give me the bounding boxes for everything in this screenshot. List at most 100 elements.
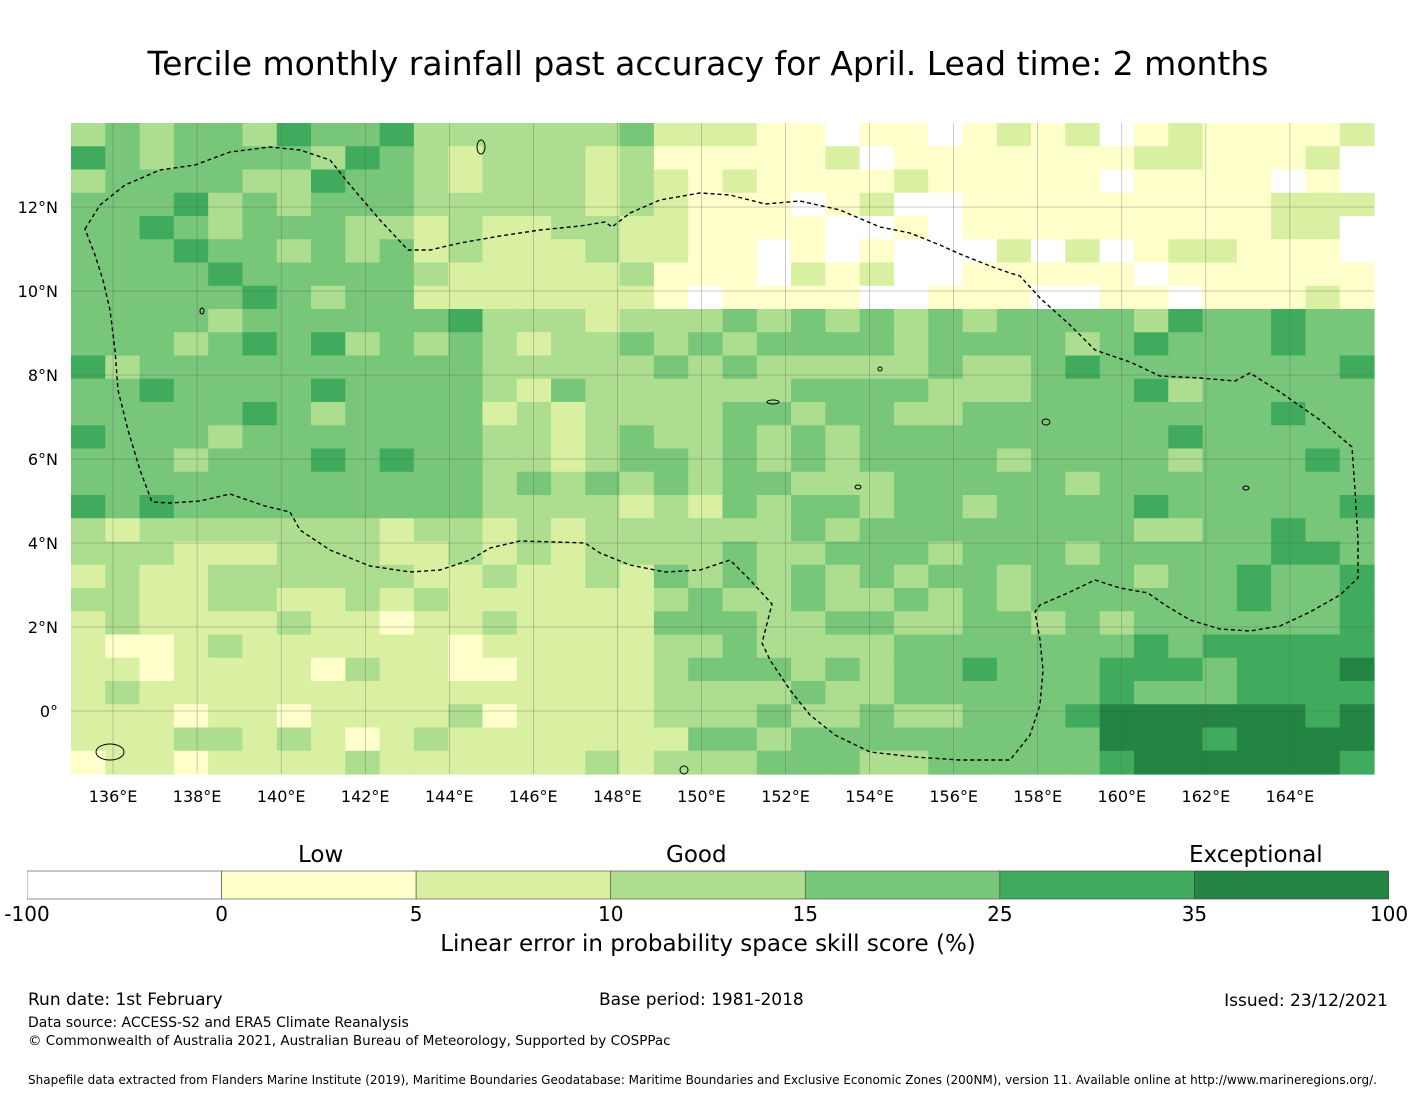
grid-cell — [242, 262, 278, 287]
grid-cell — [1339, 192, 1375, 217]
grid-cell — [1168, 309, 1204, 333]
grid-cell — [173, 471, 209, 496]
grid-cell — [1031, 518, 1066, 543]
grid-cell — [1271, 634, 1307, 659]
grid-cell — [1339, 750, 1375, 775]
grid-cell — [962, 332, 998, 357]
grid-cell — [105, 192, 141, 217]
grid-cell — [71, 704, 106, 729]
grid-cell — [1065, 262, 1101, 287]
grid-cell — [653, 657, 689, 682]
grid-cell — [311, 192, 346, 217]
grid-cell — [482, 425, 518, 450]
grid-cell — [413, 704, 449, 729]
grid-cell — [379, 239, 415, 264]
grid-cell — [413, 657, 449, 682]
grid-cell — [208, 262, 244, 287]
grid-cell — [1305, 123, 1341, 147]
grid-cell — [482, 378, 518, 403]
grid-cell — [448, 262, 484, 287]
grid-cell — [1339, 727, 1375, 752]
grid-cell — [105, 146, 141, 171]
grid-cell — [1236, 448, 1272, 473]
grid-cell — [345, 402, 381, 426]
grid-cell — [311, 495, 346, 519]
grid-cell — [585, 262, 621, 287]
grid-cell — [996, 448, 1032, 473]
grid-cell — [791, 611, 826, 636]
grid-cell — [859, 378, 895, 403]
skill-grid — [71, 123, 1375, 775]
grid-cell — [1305, 192, 1341, 217]
grid-cell — [585, 681, 621, 705]
grid-cell — [173, 611, 209, 636]
grid-cell — [1031, 448, 1066, 473]
grid-cell — [962, 611, 998, 636]
grid-cell — [756, 216, 792, 240]
grid-cell — [619, 704, 655, 729]
grid-cell — [928, 588, 964, 612]
grid-cell — [962, 378, 998, 403]
grid-cell — [139, 518, 175, 543]
data-source: Data source: ACCESS-S2 and ERA5 Climate … — [28, 1015, 409, 1031]
grid-cell — [208, 495, 244, 519]
grid-cell — [1271, 727, 1307, 752]
grid-cell — [276, 704, 312, 729]
grid-cell — [1271, 681, 1307, 705]
grid-cell — [1065, 169, 1101, 194]
grid-cell — [1065, 564, 1101, 589]
grid-cell — [1305, 448, 1341, 473]
grid-cell — [1099, 727, 1135, 752]
grid-cell — [928, 216, 964, 240]
grid-cell — [962, 425, 998, 450]
grid-cell — [516, 355, 552, 380]
grid-cell — [791, 727, 826, 752]
grid-cell — [1133, 750, 1169, 775]
grid-cell — [928, 750, 964, 775]
grid-cell — [585, 541, 621, 566]
grid-cell — [1065, 611, 1101, 636]
grid-cell — [1065, 123, 1101, 147]
grid-cell — [1339, 704, 1375, 729]
grid-cell — [413, 634, 449, 659]
grid-cell — [1065, 588, 1101, 612]
grid-cell — [448, 216, 484, 240]
grid-cell — [688, 378, 724, 403]
grid-cell — [551, 355, 586, 380]
grid-cell — [105, 448, 141, 473]
grid-cell — [859, 309, 895, 333]
grid-cell — [756, 239, 792, 264]
grid-cell — [1202, 634, 1238, 659]
grid-cell — [71, 169, 106, 194]
grid-cell — [105, 309, 141, 333]
grid-cell — [791, 425, 826, 450]
grid-cell — [345, 495, 381, 519]
grid-cell — [893, 471, 929, 496]
grid-cell — [619, 541, 655, 566]
grid-cell — [551, 332, 586, 357]
grid-cell — [516, 262, 552, 287]
grid-cell — [1202, 471, 1238, 496]
grid-cell — [448, 332, 484, 357]
colorbar-tick-label: 10 — [597, 902, 624, 926]
grid-cell — [791, 657, 826, 682]
grid-cell — [928, 169, 964, 194]
grid-cell — [1339, 588, 1375, 612]
grid-cell — [585, 727, 621, 752]
grid-cell — [139, 750, 175, 775]
grid-cell — [1065, 750, 1101, 775]
grid-cell — [756, 285, 792, 310]
grid-cell — [791, 146, 826, 171]
grid-cell — [1065, 332, 1101, 357]
grid-cell — [448, 192, 484, 217]
grid-cell — [71, 611, 106, 636]
grid-cell — [688, 285, 724, 310]
grid-cell — [242, 378, 278, 403]
grid-cell — [893, 355, 929, 380]
grid-cell — [585, 704, 621, 729]
grid-cell — [551, 657, 586, 682]
grid-cell — [173, 634, 209, 659]
grid-cell — [722, 634, 758, 659]
grid-cell — [722, 402, 758, 426]
grid-cell — [996, 146, 1032, 171]
